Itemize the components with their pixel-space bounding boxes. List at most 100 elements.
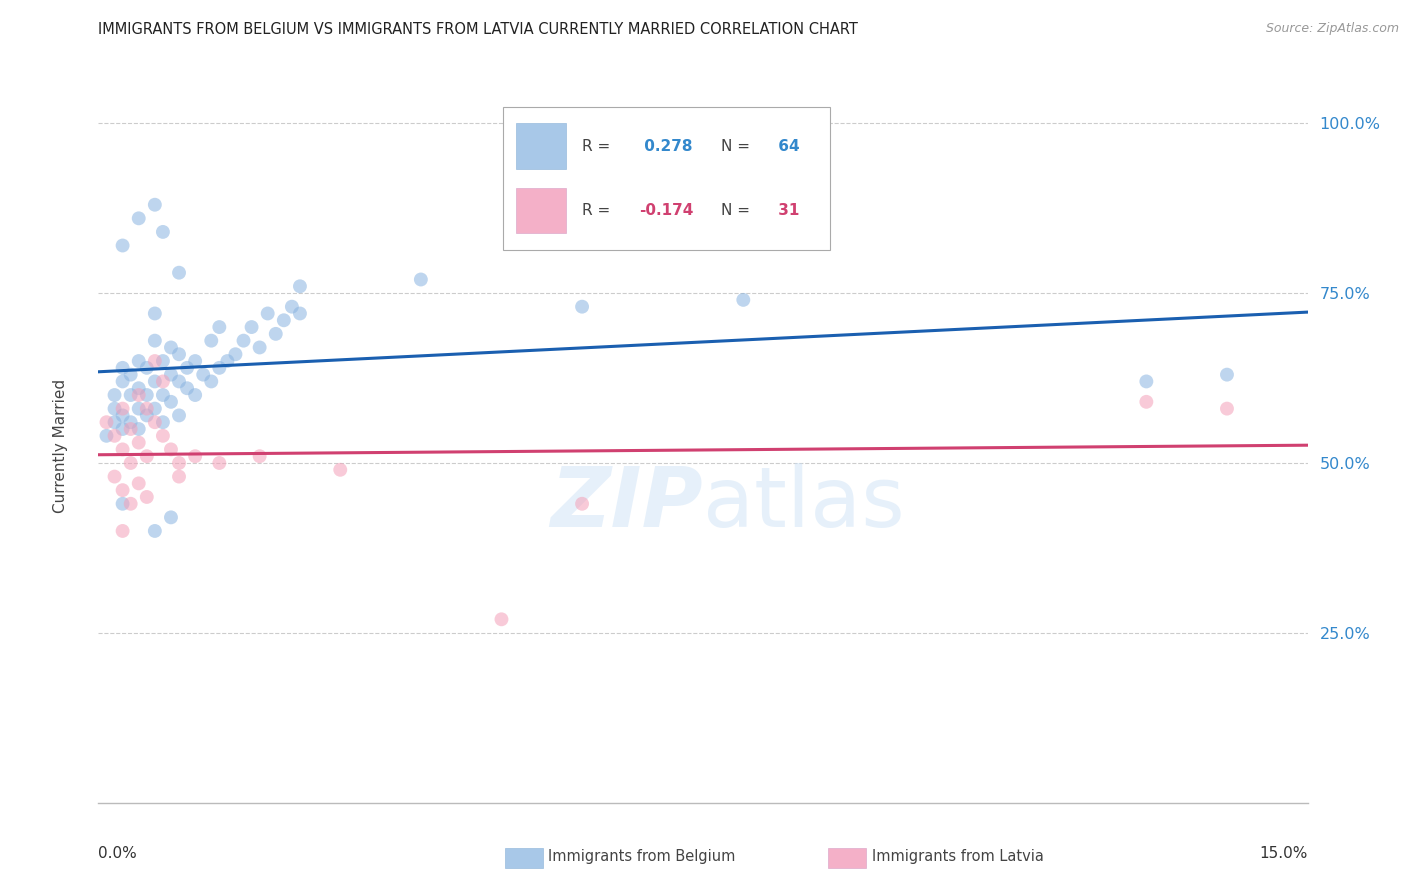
- Point: [160, 394, 183, 409]
- Text: -0.174: -0.174: [638, 203, 693, 218]
- Point: [1216, 401, 1239, 416]
- Point: [128, 422, 150, 436]
- FancyBboxPatch shape: [516, 123, 567, 169]
- Text: Source: ZipAtlas.com: Source: ZipAtlas.com: [1265, 22, 1399, 36]
- Text: 0.0%: 0.0%: [98, 846, 138, 861]
- Text: N =: N =: [721, 139, 755, 153]
- Point: [208, 360, 231, 375]
- Y-axis label: Currently Married: Currently Married: [53, 379, 69, 513]
- Point: [103, 429, 125, 443]
- Point: [184, 449, 207, 463]
- Point: [120, 368, 142, 382]
- Point: [111, 442, 134, 457]
- Point: [103, 401, 125, 416]
- Point: [152, 225, 174, 239]
- Point: [217, 354, 239, 368]
- Point: [143, 334, 166, 348]
- Point: [152, 354, 174, 368]
- Point: [128, 435, 150, 450]
- Point: [120, 456, 142, 470]
- Point: [208, 456, 231, 470]
- Point: [120, 388, 142, 402]
- Point: [1135, 394, 1157, 409]
- Point: [208, 320, 231, 334]
- Point: [167, 409, 190, 423]
- Point: [111, 375, 134, 389]
- Point: [184, 388, 207, 402]
- Point: [167, 266, 190, 280]
- Point: [200, 375, 222, 389]
- Point: [571, 300, 593, 314]
- Point: [571, 497, 593, 511]
- Point: [135, 401, 157, 416]
- Point: [232, 334, 254, 348]
- Point: [103, 388, 125, 402]
- Text: Immigrants from Latvia: Immigrants from Latvia: [872, 849, 1043, 863]
- Point: [264, 326, 287, 341]
- Point: [491, 612, 513, 626]
- Point: [120, 422, 142, 436]
- Point: [288, 306, 311, 320]
- Point: [193, 368, 215, 382]
- Point: [111, 483, 134, 498]
- Point: [1216, 368, 1239, 382]
- Point: [128, 354, 150, 368]
- Point: [249, 341, 271, 355]
- Point: [224, 347, 246, 361]
- Text: 0.278: 0.278: [638, 139, 692, 153]
- Text: 31: 31: [773, 203, 800, 218]
- Point: [152, 429, 174, 443]
- Point: [152, 388, 174, 402]
- Point: [240, 320, 263, 334]
- Point: [329, 463, 352, 477]
- Text: R =: R =: [582, 139, 616, 153]
- Point: [111, 360, 134, 375]
- Point: [120, 497, 142, 511]
- Text: 64: 64: [773, 139, 800, 153]
- Point: [111, 422, 134, 436]
- Point: [143, 401, 166, 416]
- Point: [96, 429, 118, 443]
- Point: [111, 497, 134, 511]
- Text: R =: R =: [582, 203, 616, 218]
- Point: [143, 354, 166, 368]
- Point: [143, 375, 166, 389]
- Point: [143, 415, 166, 429]
- Text: N =: N =: [721, 203, 755, 218]
- Point: [249, 449, 271, 463]
- Point: [128, 381, 150, 395]
- Point: [111, 524, 134, 538]
- Point: [135, 449, 157, 463]
- Point: [111, 238, 134, 252]
- Point: [167, 469, 190, 483]
- Point: [128, 476, 150, 491]
- Point: [167, 347, 190, 361]
- Point: [143, 306, 166, 320]
- Point: [128, 211, 150, 226]
- Point: [135, 360, 157, 375]
- Point: [160, 341, 183, 355]
- Point: [1135, 375, 1157, 389]
- Point: [128, 401, 150, 416]
- Point: [143, 524, 166, 538]
- Point: [135, 409, 157, 423]
- Point: [111, 401, 134, 416]
- Point: [409, 272, 432, 286]
- Point: [160, 442, 183, 457]
- Point: [135, 490, 157, 504]
- Text: ZIP: ZIP: [550, 463, 703, 543]
- Point: [143, 198, 166, 212]
- Point: [288, 279, 311, 293]
- Point: [120, 415, 142, 429]
- FancyBboxPatch shape: [516, 187, 567, 234]
- Point: [167, 375, 190, 389]
- Point: [167, 456, 190, 470]
- Text: 15.0%: 15.0%: [1260, 846, 1308, 861]
- Point: [176, 360, 198, 375]
- Point: [160, 368, 183, 382]
- Text: atlas: atlas: [703, 463, 904, 543]
- Point: [273, 313, 295, 327]
- Point: [281, 300, 304, 314]
- Point: [152, 375, 174, 389]
- Text: IMMIGRANTS FROM BELGIUM VS IMMIGRANTS FROM LATVIA CURRENTLY MARRIED CORRELATION : IMMIGRANTS FROM BELGIUM VS IMMIGRANTS FR…: [98, 22, 858, 37]
